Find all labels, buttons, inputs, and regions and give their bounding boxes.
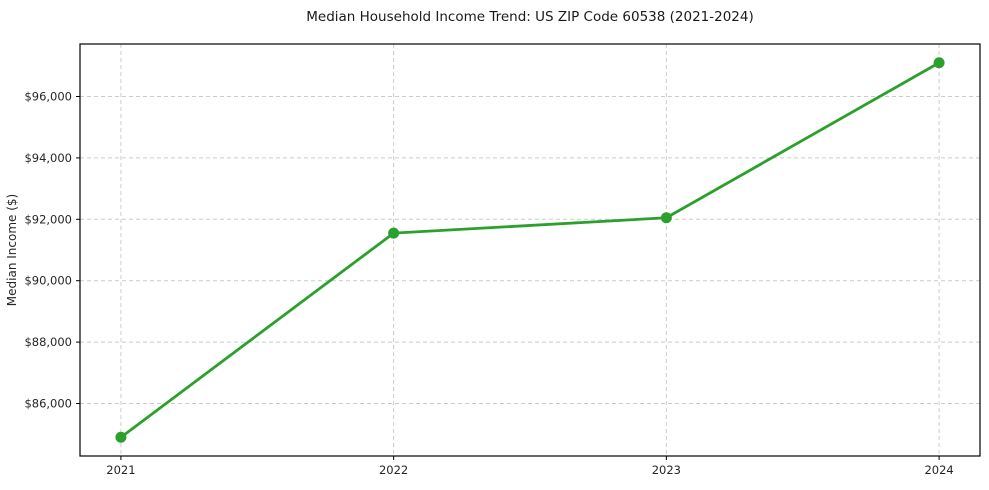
x-tick-label: 2024 bbox=[924, 463, 953, 477]
y-tick-label: $94,000 bbox=[24, 151, 72, 165]
chart-title: Median Household Income Trend: US ZIP Co… bbox=[306, 9, 754, 25]
data-point-marker bbox=[115, 431, 127, 443]
y-tick-label: $96,000 bbox=[24, 89, 72, 103]
y-tick-label: $92,000 bbox=[24, 212, 72, 226]
y-tick-label: $90,000 bbox=[24, 274, 72, 288]
grid-layer bbox=[80, 44, 980, 456]
data-point-marker bbox=[933, 57, 945, 69]
y-tick-label: $86,000 bbox=[24, 397, 72, 411]
axes-layer: $86,000 $88,000 $90,000 $92,000 $94,000 $96,0… bbox=[24, 43, 981, 477]
plot-border bbox=[79, 43, 981, 457]
income-trend-line bbox=[119, 61, 941, 439]
x-tick-label: 2021 bbox=[106, 463, 135, 477]
y-tick-label: $88,000 bbox=[24, 335, 72, 349]
data-point-marker bbox=[388, 227, 400, 239]
x-tick-label: 2022 bbox=[379, 463, 408, 477]
x-tick-label: 2023 bbox=[652, 463, 681, 477]
data-point-marker bbox=[660, 212, 672, 224]
y-axis-label: Median Income ($) bbox=[5, 194, 19, 306]
data-series-layer bbox=[115, 57, 945, 443]
